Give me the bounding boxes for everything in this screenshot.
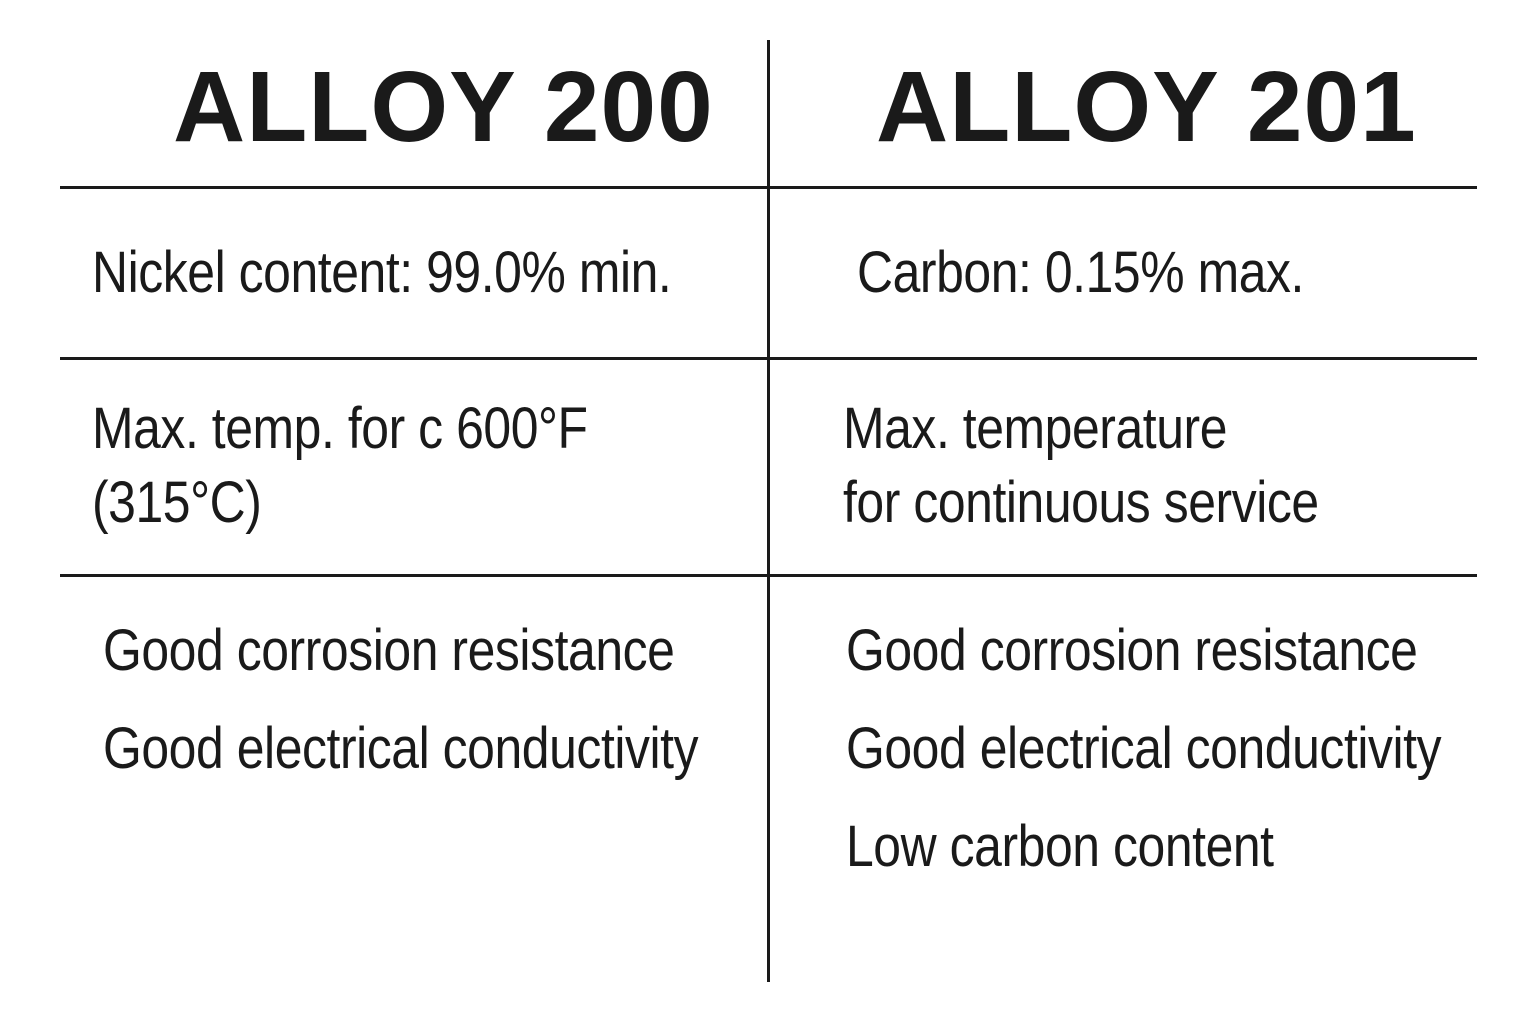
- temperature-line: (315°C): [92, 470, 262, 535]
- column-divider: [767, 40, 770, 982]
- row-divider-3: [60, 574, 1477, 577]
- alloy-201-composition: Carbon: 0.15% max.: [857, 240, 1304, 305]
- alloy-201-properties: Good corrosion resistance Good electrica…: [846, 614, 1442, 908]
- row-divider-2: [60, 357, 1477, 360]
- property-item: Good electrical conductivity: [846, 716, 1442, 781]
- alloy-200-title: ALLOY 200: [173, 51, 714, 163]
- property-item: Good corrosion resistance: [103, 618, 675, 683]
- temperature-line: Max. temp. for c 600°F: [92, 396, 588, 461]
- alloy-201-temperature: Max. temperature for continuous service: [843, 392, 1319, 540]
- alloy-201-title: ALLOY 201: [876, 51, 1417, 163]
- temperature-line: Max. temperature: [843, 396, 1228, 461]
- alloy-200-composition: Nickel content: 99.0% min.: [92, 240, 672, 305]
- property-item: Good corrosion resistance: [846, 618, 1418, 683]
- row-divider-1: [60, 186, 1477, 189]
- property-item: Good electrical conductivity: [103, 716, 699, 781]
- temperature-line: for continuous service: [843, 470, 1319, 535]
- property-item: Low carbon content: [846, 814, 1274, 879]
- alloy-200-properties: Good corrosion resistance Good electrica…: [103, 614, 699, 810]
- alloy-200-temperature: Max. temp. for c 600°F (315°C): [92, 392, 588, 540]
